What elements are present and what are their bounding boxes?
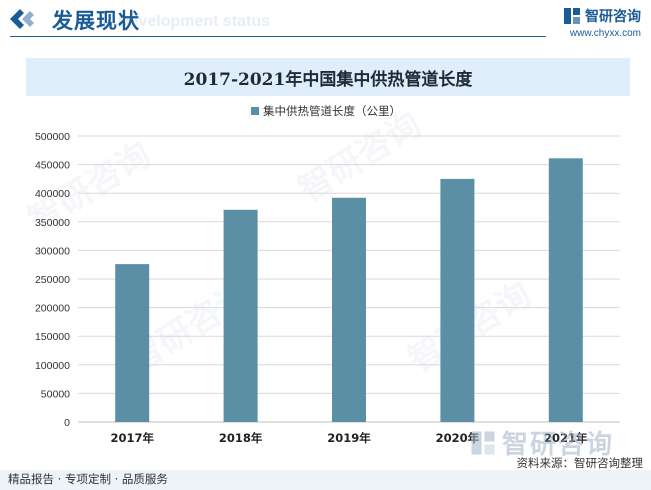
x-tick-label: 2021年: [544, 431, 588, 445]
y-tick-label: 450000: [35, 160, 70, 172]
header-divider: [10, 36, 546, 37]
bar: [223, 209, 258, 422]
bar: [440, 178, 475, 422]
footer-logo-text: 智研咨询: [502, 430, 615, 460]
y-tick-label: 100000: [35, 360, 70, 372]
brand: 智研咨询 www.chyxx.com: [563, 6, 641, 39]
chart-panel: 2017-2021年中国集中供热管道长度 集中供热管道长度（公里） 0 50000…: [20, 55, 632, 455]
brand-name: 智研咨询: [585, 9, 641, 25]
header-chevron-icon: [10, 9, 34, 29]
chart-title-bar: 2017-2021年中国集中供热管道长度: [26, 58, 630, 96]
y-tick-label: 0: [64, 417, 70, 429]
chart-plot: 0 50000 100000 150000 200000 250000 300000 3500…: [35, 131, 620, 445]
bar: [548, 158, 583, 423]
y-tick-label: 300000: [35, 245, 70, 257]
bar: [115, 264, 150, 422]
x-tick-label: 2018年: [219, 431, 263, 445]
y-tick-label: 150000: [35, 331, 70, 343]
source-note: 资料来源：智研咨询整理: [516, 456, 644, 470]
chart-title: 2017-2021年中国集中供热管道长度: [183, 69, 473, 90]
y-tick-label: 50000: [41, 388, 70, 400]
section-watermark-text: Development status: [118, 13, 271, 30]
footer-bar: [0, 470, 651, 490]
footer-logo-watermark: 智研咨询: [470, 424, 614, 461]
footer-tagline: 精品报告 · 专项定制 · 品质服务: [8, 472, 168, 486]
x-tick-label: 2019年: [327, 431, 371, 445]
x-tick-label: 2017年: [110, 431, 154, 445]
x-tick-label: 2020年: [436, 431, 480, 445]
footer-logo-icon: [471, 430, 495, 455]
bar: [332, 197, 366, 422]
y-tick-label: 200000: [35, 303, 70, 315]
section-title: 发展现状: [52, 9, 140, 33]
y-tick-label: 350000: [35, 217, 70, 229]
y-tick-label: 400000: [35, 188, 70, 200]
chart-legend: 集中供热管道长度（公里）: [20, 103, 632, 119]
brand-logo-icon: [564, 8, 580, 24]
legend-swatch: [251, 107, 259, 115]
legend-label: 集中供热管道长度（公里）: [263, 104, 401, 118]
header: Development status 发展现状 智研咨询 www.chyxx.c…: [0, 0, 651, 42]
brand-url[interactable]: www.chyxx.com: [569, 28, 641, 39]
y-tick-label: 250000: [35, 274, 70, 286]
y-tick-label: 500000: [35, 131, 70, 143]
